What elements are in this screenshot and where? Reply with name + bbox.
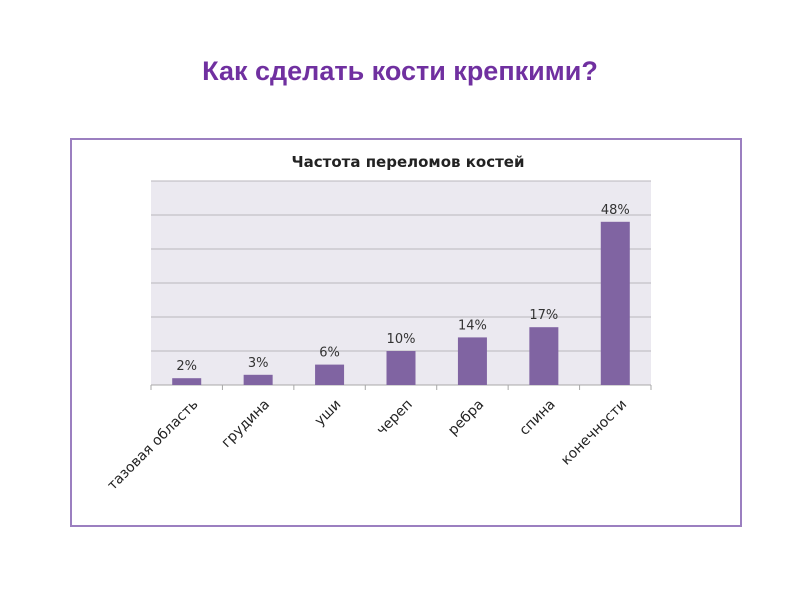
x-tick-label: конечности bbox=[558, 397, 630, 469]
bar bbox=[457, 337, 487, 385]
x-tick-label: уши bbox=[312, 397, 345, 430]
bar bbox=[386, 351, 416, 385]
x-tick-label: спина bbox=[516, 397, 558, 439]
bar bbox=[600, 221, 630, 385]
data-label: 6% bbox=[319, 346, 340, 361]
x-tick-label: череп bbox=[374, 397, 416, 439]
data-label: 17% bbox=[529, 308, 558, 323]
bar bbox=[529, 327, 559, 385]
chart-frame bbox=[70, 138, 742, 527]
data-label: 2% bbox=[176, 359, 197, 374]
x-tick-label: тазовая область bbox=[104, 397, 201, 494]
bar bbox=[315, 364, 345, 385]
slide-title: Как сделать кости крепкими? bbox=[202, 56, 598, 86]
data-label: 3% bbox=[248, 356, 269, 371]
data-label: 48% bbox=[601, 203, 630, 218]
data-label: 10% bbox=[387, 332, 416, 347]
bar bbox=[243, 374, 273, 385]
x-tick-label: ребра bbox=[445, 397, 487, 439]
chart-title: Частота переломов костей bbox=[292, 153, 525, 171]
x-tick-label: грудина bbox=[218, 397, 272, 451]
bar bbox=[172, 378, 202, 385]
data-label: 14% bbox=[458, 318, 487, 333]
